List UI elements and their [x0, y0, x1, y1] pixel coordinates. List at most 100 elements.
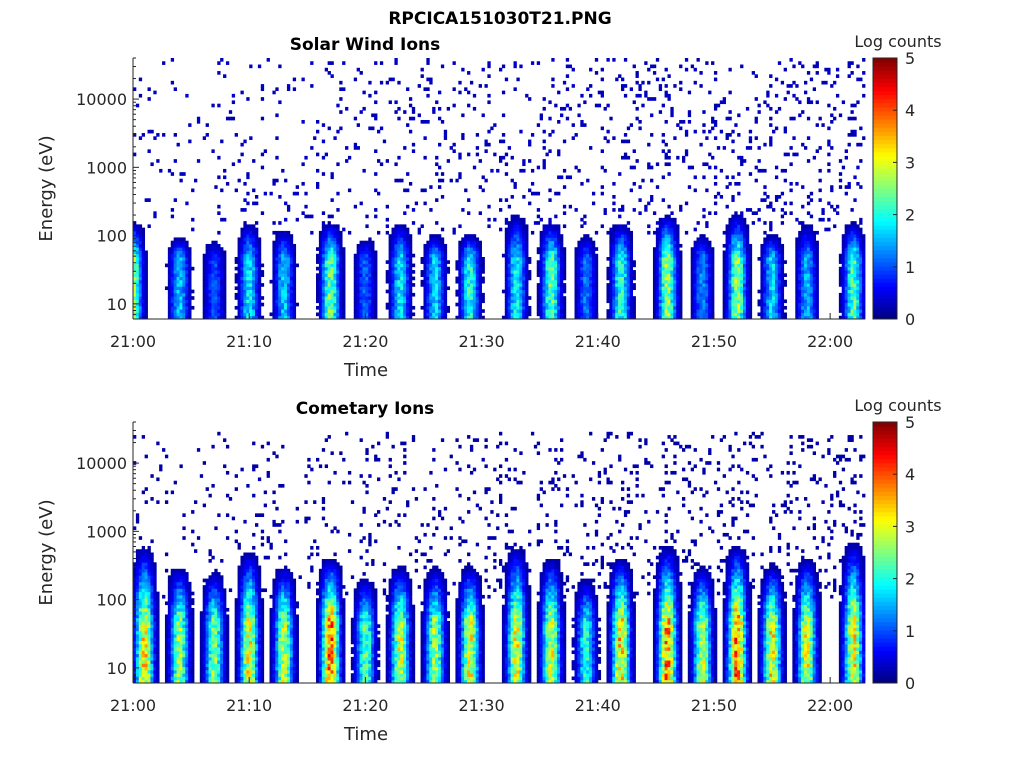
heatmap-cell [673, 312, 677, 317]
heatmap-cell [330, 260, 334, 264]
heatmap-cell [135, 296, 140, 300]
heatmap-cell [661, 103, 665, 108]
heatmap-cell [504, 221, 509, 225]
heatmap-cell [461, 276, 465, 281]
heatmap-cell [400, 240, 404, 245]
heatmap-cell [743, 283, 747, 287]
heatmap-cell [679, 292, 683, 297]
heatmap-cell [731, 243, 735, 248]
heatmap-cell [612, 181, 616, 186]
heatmap-cell [615, 234, 619, 238]
heatmap-cell [461, 315, 465, 320]
heatmap-cell [243, 240, 247, 245]
heatmap-cell [539, 296, 543, 300]
heatmap-cell [316, 247, 320, 251]
heatmap-cell [394, 237, 398, 242]
heatmap-cell [554, 266, 558, 271]
heatmap-cell [554, 250, 558, 255]
heatmap-cell [557, 243, 561, 248]
heatmap-cell [661, 270, 665, 274]
heatmap-cell [522, 296, 526, 300]
heatmap-cell [240, 286, 244, 291]
heatmap-cell [737, 257, 741, 261]
heatmap-cell [684, 230, 689, 235]
heatmap-cell [249, 266, 253, 271]
heatmap-cell [243, 208, 247, 212]
heatmap-cell [763, 243, 767, 248]
heatmap-cell [525, 260, 529, 264]
heatmap-cell [150, 162, 154, 167]
heatmap-cell [220, 188, 224, 193]
heatmap-cell [740, 292, 744, 297]
heatmap-cell [141, 296, 146, 300]
heatmap-cell [449, 146, 453, 150]
heatmap-cell [388, 247, 392, 251]
heatmap-cell [615, 227, 619, 232]
heatmap-cell [391, 309, 395, 313]
heatmap-cell [205, 292, 209, 297]
heatmap-cell [429, 77, 433, 82]
heatmap-cell [731, 198, 735, 202]
heatmap-cell [548, 230, 552, 235]
heatmap-cell [286, 263, 291, 268]
heatmap-cell [655, 309, 660, 313]
heatmap-cell [260, 152, 265, 157]
heatmap-cell [406, 292, 410, 297]
heatmap-cell [278, 240, 282, 245]
heatmap-cell [525, 289, 529, 294]
heatmap-cell [586, 315, 590, 320]
heatmap-cell [440, 266, 445, 271]
heatmap-cell [478, 159, 482, 163]
heatmap-cell [621, 296, 625, 300]
heatmap-cell [217, 247, 221, 251]
heatmap-cell [252, 279, 256, 284]
heatmap-cell [667, 283, 671, 287]
heatmap-cell [763, 237, 767, 242]
heatmap-cell [394, 100, 398, 105]
heatmap-cell [365, 296, 369, 300]
heatmap-cell [539, 292, 543, 297]
heatmap-cell [202, 302, 207, 307]
heatmap-cell [504, 315, 509, 320]
heatmap-cell [458, 270, 462, 274]
heatmap-cell [522, 260, 526, 264]
heatmap-cell [356, 309, 360, 313]
heatmap-cell [240, 227, 244, 232]
heatmap-cell [135, 224, 140, 229]
heatmap-cell [734, 276, 738, 281]
heatmap-cell [557, 230, 561, 235]
heatmap-cell [510, 221, 514, 225]
heatmap-cell [629, 260, 634, 264]
heatmap-cell [591, 302, 596, 307]
heatmap-cell [562, 309, 567, 313]
heatmap-cell [580, 279, 584, 284]
heatmap-cell [760, 283, 764, 287]
heatmap-cell [551, 276, 555, 281]
heatmap-cell [353, 289, 358, 294]
heatmap-cell [423, 270, 427, 274]
heatmap-cell [760, 289, 764, 294]
heatmap-cell [214, 253, 218, 258]
heatmap-cell [336, 289, 340, 294]
heatmap-cell [478, 250, 482, 255]
heatmap-cell [342, 273, 346, 277]
heatmap-cell [745, 305, 750, 310]
heatmap-cell [275, 155, 279, 160]
heatmap-cell [464, 309, 468, 313]
heatmap-cell [472, 240, 477, 245]
heatmap-cell [557, 302, 561, 307]
heatmap-cell [519, 260, 523, 264]
heatmap-cell [400, 178, 404, 183]
heatmap-cell [519, 250, 523, 255]
heatmap-cell [472, 296, 477, 300]
heatmap-cell [138, 253, 143, 258]
heatmap-cell [510, 302, 514, 307]
heatmap-cell [179, 292, 183, 297]
heatmap-cell [240, 305, 244, 310]
heatmap-cell [257, 305, 262, 310]
heatmap-cell [397, 270, 401, 274]
heatmap-cell [217, 61, 221, 65]
heatmap-cell [170, 214, 175, 219]
heatmap-cell [260, 97, 265, 101]
heatmap-cell [510, 253, 514, 258]
